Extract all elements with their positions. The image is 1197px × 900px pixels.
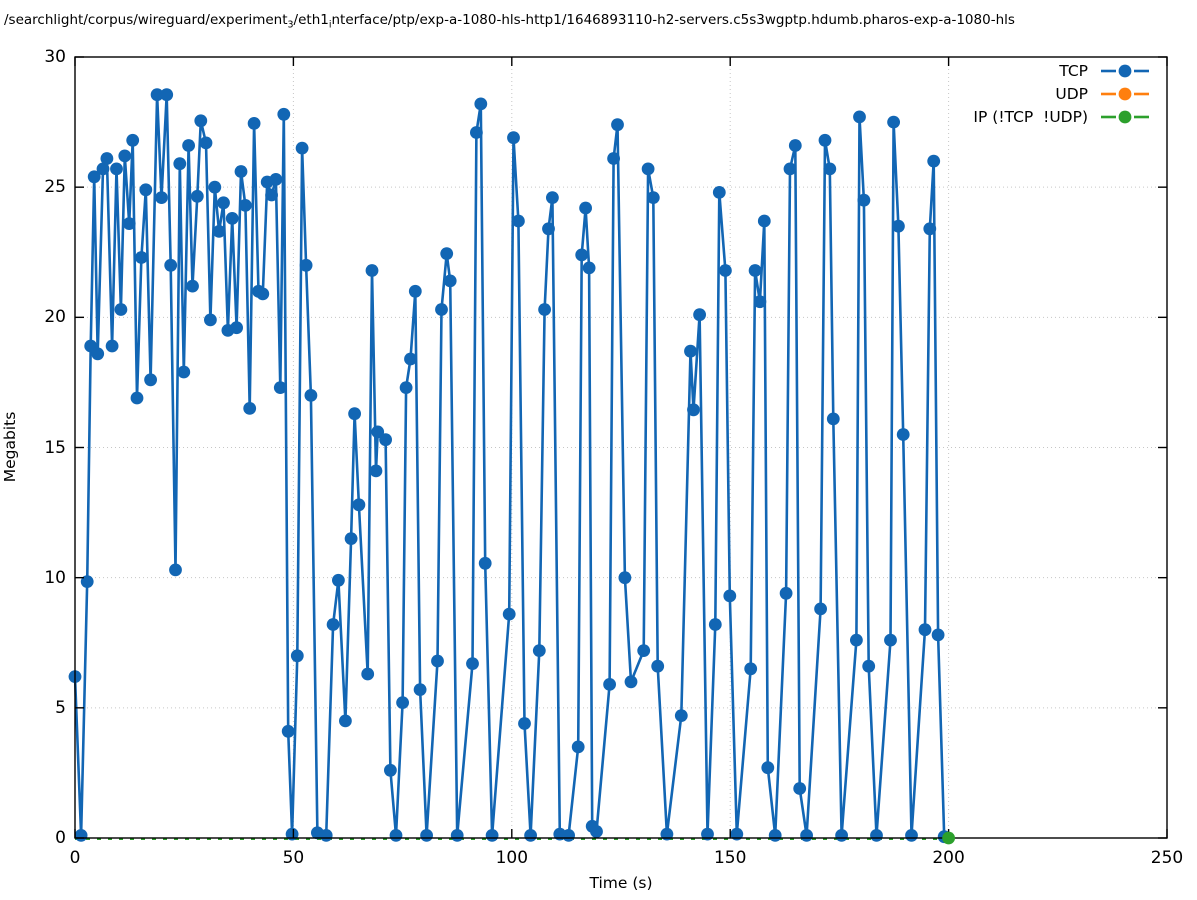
x-axis-label: Time (s) [589, 874, 653, 892]
chart-title: /searchlight/corpus/wireguard/experiment… [4, 12, 1197, 34]
x-tick-label: 50 [282, 848, 305, 868]
title-subscript: 3 [287, 19, 294, 31]
y-tick-label: 25 [44, 177, 66, 198]
legend-item-udp: UDP [973, 83, 1150, 104]
legend-sample-line-icon [1101, 110, 1149, 123]
y-tick-label: 5 [55, 697, 66, 718]
axis-ticks [74, 56, 1168, 839]
x-tick-label: 150 [713, 848, 747, 868]
legend-label: UDP [1055, 84, 1088, 103]
title-subscript: i [328, 19, 332, 31]
legend-label: IP (!TCP !UDP) [973, 107, 1088, 126]
x-tick-label: 200 [932, 848, 965, 868]
x-tick-label: 100 [495, 848, 529, 868]
x-tick-label: 250 [1150, 848, 1184, 868]
legend-sample-line-icon [1101, 87, 1149, 100]
series-tcp-points [68, 88, 951, 844]
legend: TCP UDP IP (!TCP !UDP) [973, 60, 1150, 127]
y-axis-label: Megabits [1, 411, 19, 483]
y-tick-label: 30 [44, 47, 66, 67]
series-tcp-line [73, 93, 946, 839]
legend-sample-line-icon [1101, 64, 1149, 77]
x-tick-label: 0 [69, 848, 81, 868]
y-tick-label: 15 [44, 437, 66, 458]
y-tick-label: 20 [44, 307, 66, 328]
y-tick-label: 10 [44, 567, 66, 588]
title-text: /searchlight/corpus/wireguard/experiment [4, 12, 288, 28]
legend-item-tcp: TCP [973, 60, 1150, 81]
title-text: nterface/ptp/exp-a-1080-hls-http1/164689… [331, 12, 1015, 28]
y-tick-label: 0 [55, 828, 66, 848]
title-text: /eth1 [293, 12, 329, 28]
legend-item-ip: IP (!TCP !UDP) [973, 106, 1150, 127]
legend-label: TCP [1059, 61, 1088, 80]
series-ip-endpoint [942, 831, 955, 845]
